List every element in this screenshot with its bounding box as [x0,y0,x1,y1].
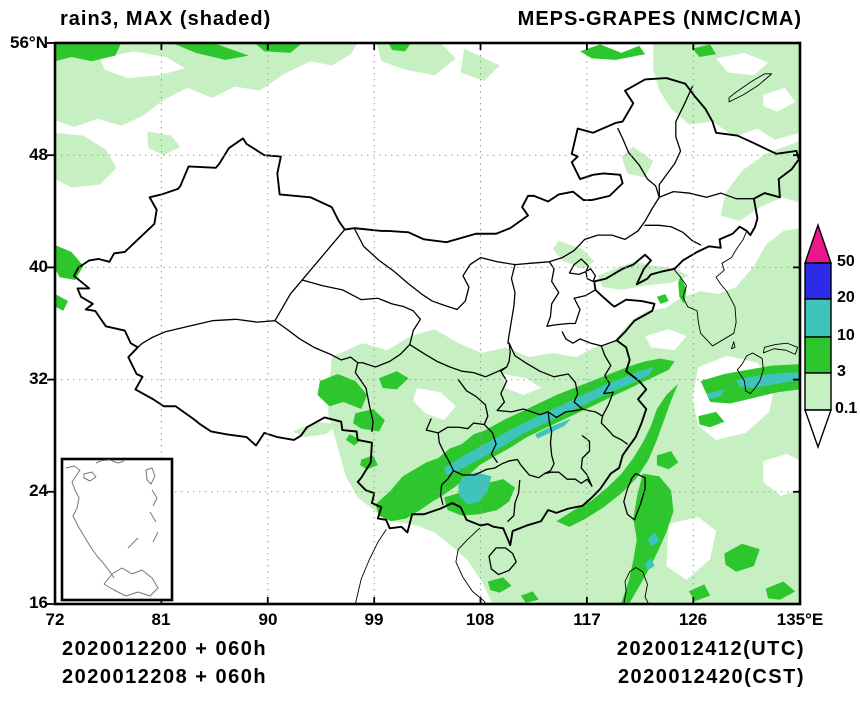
x-tick-label-126: 126 [678,610,708,629]
province-boundaries [138,86,754,521]
colorbar [804,222,832,450]
y-tick-label-48: 48 [29,145,48,164]
footer-valid-cst: 2020012420(CST) [617,666,805,688]
footer-valid-utc: 2020012412(UTC) [616,638,805,660]
colorbar-label-20: 20 [837,289,855,306]
footer-init-cst: 2020012208 + 060h [62,666,268,688]
x-tick-label-81: 81 [151,610,171,629]
gridlines [55,43,800,604]
x-tick-label-117: 117 [573,610,601,629]
colorbar-20-50 [804,262,832,300]
colorbar-above-50 [804,222,832,264]
colorbar-3-10 [804,336,832,374]
map-plot-area [55,43,800,604]
x-tick-label-108: 108 [465,610,495,629]
map-frame [47,41,802,606]
colorbar-label-10: 10 [837,327,855,344]
foreign-coastlines [355,74,797,604]
colorbar-10-20 [804,298,832,338]
y-tick-label-32: 32 [29,369,48,388]
y-tick-label-16: 16 [29,593,48,612]
x-tick-label-72: 72 [45,610,65,629]
colorbar-label-3: 3 [837,363,846,380]
y-tick-label-40: 40 [29,257,48,276]
colorbar-01-3 [804,372,832,411]
x-tick-label-99: 99 [364,610,384,629]
china-national-boundary [74,78,799,574]
plot-title-right: MEPS-GRAPES (NMC/CMA) [517,8,802,30]
footer-init-utc: 2020012200 + 060h [62,638,268,660]
south-china-sea-inset [60,457,174,602]
colorbar-below-01 [804,409,832,450]
colorbar-label-01: 0.1 [835,400,858,417]
y-tick-label-24: 24 [29,481,48,500]
plot-title-left: rain3, MAX (shaded) [60,8,272,30]
y-tick-label-56n: 56°N [10,33,48,52]
colorbar-label-50: 50 [837,253,855,270]
x-tick-label-135e: 135°E [776,610,824,629]
x-tick-label-90: 90 [258,610,278,629]
